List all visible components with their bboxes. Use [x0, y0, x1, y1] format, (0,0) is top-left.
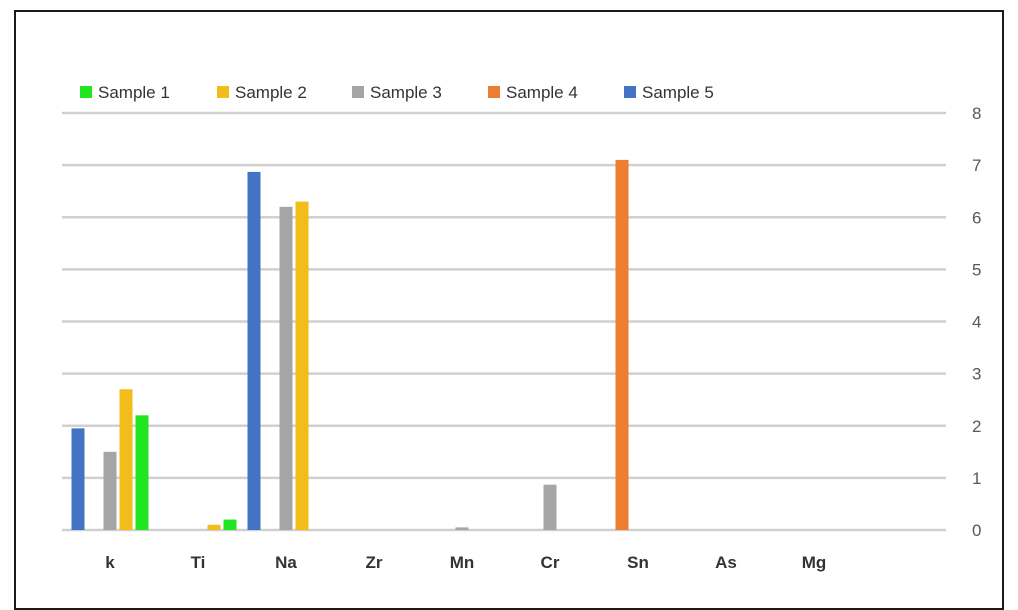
- bar-sample-1-k: [135, 415, 149, 530]
- x-category-label: Na: [275, 553, 297, 572]
- bar-sample-1-ti: [223, 519, 237, 530]
- x-category-label: Sn: [627, 553, 649, 572]
- legend-swatch: [488, 86, 500, 98]
- legend-swatch: [624, 86, 636, 98]
- bar-sample-3-k: [103, 451, 117, 530]
- bar-sample-3-mn: [455, 527, 469, 530]
- legend-label: Sample 5: [642, 83, 714, 102]
- legend-label: Sample 2: [235, 83, 307, 102]
- x-category-label: k: [105, 553, 115, 572]
- x-category-label: Ti: [191, 553, 206, 572]
- y-axis-ticks: 0 1 2 3 4 5 6 7 8: [972, 104, 981, 540]
- x-category-label: Mg: [802, 553, 827, 572]
- legend: Sample 1 Sample 2 Sample 3 Sample 4 Sample 5: [80, 83, 714, 102]
- y-tick-label: 2: [972, 417, 981, 436]
- y-tick-label: 0: [972, 521, 981, 540]
- bar-sample-2-na: [295, 201, 309, 531]
- gridlines: [62, 111, 946, 532]
- x-axis-categories: k Ti Na Zr Mn Cr Sn As Mg: [105, 553, 826, 572]
- y-tick-label: 7: [972, 156, 981, 175]
- y-tick-label: 4: [972, 313, 981, 332]
- y-tick-label: 5: [972, 260, 981, 279]
- legend-label: Sample 4: [506, 83, 578, 102]
- y-tick-label: 8: [972, 104, 981, 123]
- bar-sample-2-k: [119, 389, 133, 530]
- y-tick-label: 1: [972, 469, 981, 488]
- legend-swatch: [352, 86, 364, 98]
- legend-swatch: [80, 86, 92, 98]
- chart-frame: [14, 10, 1004, 610]
- legend-swatch: [217, 86, 229, 98]
- x-category-label: Zr: [366, 553, 383, 572]
- bar-sample-3-cr: [543, 484, 557, 530]
- bar-sample-5-na: [247, 171, 261, 530]
- bar-sample-3-na: [279, 206, 293, 530]
- bar-sample-2-ti: [207, 524, 221, 530]
- x-category-label: As: [715, 553, 737, 572]
- bar-sample-4-sn: [615, 159, 629, 530]
- x-category-label: Cr: [541, 553, 560, 572]
- x-category-label: Mn: [450, 553, 475, 572]
- legend-label: Sample 1: [98, 83, 170, 102]
- bar-sample-5-k: [71, 428, 85, 530]
- legend-label: Sample 3: [370, 83, 442, 102]
- y-tick-label: 6: [972, 208, 981, 227]
- bars: [71, 159, 629, 531]
- y-tick-label: 3: [972, 365, 981, 384]
